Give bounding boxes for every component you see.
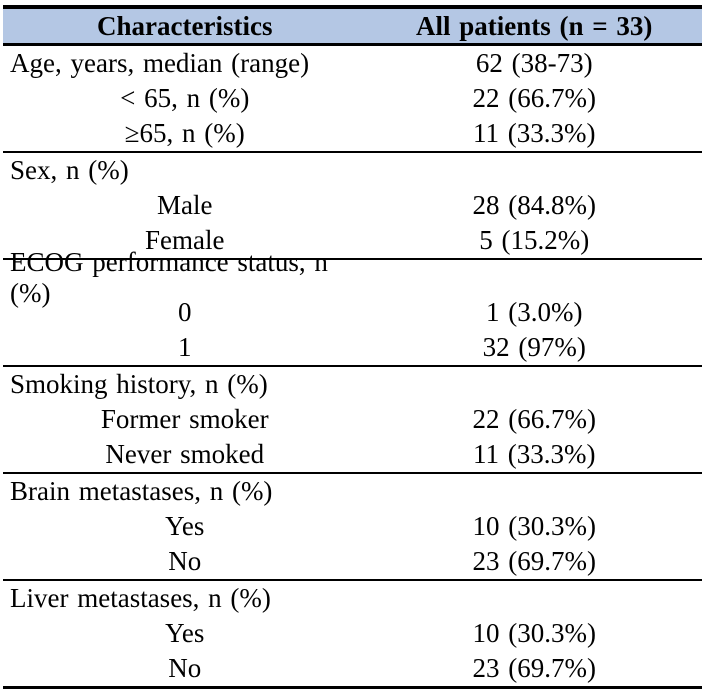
header-characteristics: Characteristics: [97, 10, 273, 41]
table-section-ecog: ECOG performance status, n (%) 0 1 (3.0%…: [3, 247, 702, 367]
row-label: Smoking history, n (%): [10, 369, 268, 399]
row-label: No: [168, 653, 202, 683]
table-row: < 65, n (%) 22 (66.7%): [3, 81, 702, 116]
row-label: < 65, n (%): [120, 83, 250, 113]
table-row: ECOG performance status, n (%): [3, 247, 702, 308]
row-label: Former smoker: [100, 404, 269, 434]
row-value: 22 (66.7%): [472, 83, 596, 113]
row-label: Age, years, median (range): [10, 48, 310, 78]
row-label: ≥65, n (%): [124, 118, 245, 148]
table-row: Former smoker 22 (66.7%): [3, 402, 702, 437]
row-label: Yes: [165, 618, 205, 648]
row-value: 1 (3.0%): [485, 297, 583, 327]
table-row: 1 32 (97%): [3, 330, 702, 365]
table-section-sex: Sex, n (%) Male 28 (84.8%) Female 5 (15.…: [3, 153, 702, 260]
row-label: No: [168, 546, 202, 576]
table-row: Male 28 (84.8%): [3, 188, 702, 223]
row-label: Sex, n (%): [10, 155, 129, 185]
table-row: Never smoked 11 (33.3%): [3, 437, 702, 472]
row-value: 32 (97%): [482, 332, 586, 362]
table-section-brain-metastases: Brain metastases, n (%) Yes 10 (30.3%) N…: [3, 474, 702, 581]
header-all-patients: All patients (n = 33): [416, 10, 653, 41]
row-label: Male: [156, 190, 213, 220]
row-label: Yes: [165, 511, 205, 541]
patient-characteristics-table: Characteristics All patients (n = 33) Ag…: [3, 5, 702, 689]
table-row: Age, years, median (range) 62 (38-73): [3, 46, 702, 81]
table-row: Yes 10 (30.3%): [3, 509, 702, 544]
row-label: Liver metastases, n (%): [10, 583, 271, 613]
row-value: 23 (69.7%): [472, 653, 596, 683]
table-header-row: Characteristics All patients (n = 33): [3, 5, 702, 46]
table-row: No 23 (69.7%): [3, 651, 702, 686]
row-value: 28 (84.8%): [472, 190, 596, 220]
row-label: 0: [177, 297, 192, 327]
row-value: 11 (33.3%): [472, 439, 596, 469]
row-value: 11 (33.3%): [472, 118, 596, 148]
table-row: Smoking history, n (%): [3, 367, 702, 402]
table-row: 0 1 (3.0%): [3, 295, 702, 330]
table-row: Liver metastases, n (%): [3, 581, 702, 616]
row-label: Brain metastases, n (%): [10, 476, 273, 506]
row-value: 23 (69.7%): [472, 546, 596, 576]
table-section-age: Age, years, median (range) 62 (38-73) < …: [3, 46, 702, 153]
table-section-liver-metastases: Liver metastases, n (%) Yes 10 (30.3%) N…: [3, 581, 702, 689]
row-value: 22 (66.7%): [472, 404, 596, 434]
row-value: 10 (30.3%): [472, 511, 596, 541]
table-row: ≥65, n (%) 11 (33.3%): [3, 116, 702, 151]
row-label: Never smoked: [105, 439, 265, 469]
row-value: 10 (30.3%): [472, 618, 596, 648]
table-row: Brain metastases, n (%): [3, 474, 702, 509]
table-row: No 23 (69.7%): [3, 544, 702, 579]
row-label: 1: [177, 332, 192, 362]
table-row: Yes 10 (30.3%): [3, 616, 702, 651]
table-row: Sex, n (%): [3, 153, 702, 188]
row-value: 5 (15.2%): [479, 225, 590, 255]
row-label: ECOG performance status, n (%): [10, 246, 328, 308]
row-label: Female: [144, 225, 225, 255]
row-value: 62 (38-73): [475, 48, 593, 78]
table-row: Female 5 (15.2%): [3, 223, 702, 258]
table-section-smoking: Smoking history, n (%) Former smoker 22 …: [3, 367, 702, 474]
